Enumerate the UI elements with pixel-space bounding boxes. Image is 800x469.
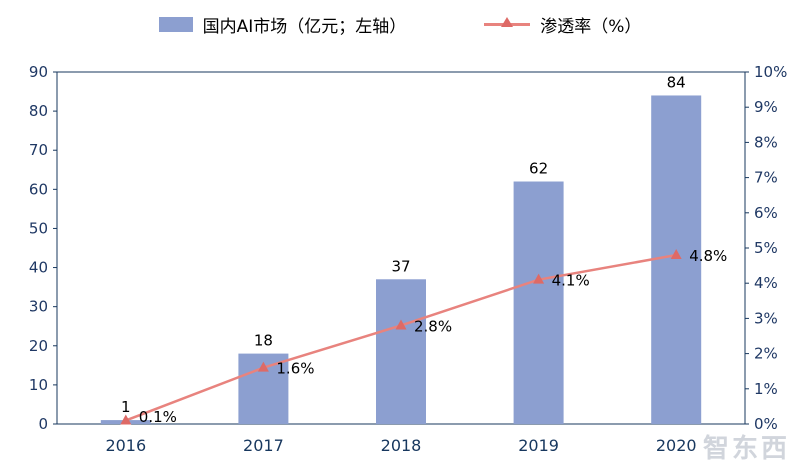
left-axis-tick-label: 50 bbox=[29, 219, 48, 237]
bar-swatch-icon bbox=[158, 17, 193, 32]
line-point-label: 0.1% bbox=[139, 408, 177, 426]
left-axis-tick-label: 10 bbox=[29, 376, 48, 394]
left-axis-tick-label: 80 bbox=[29, 102, 48, 120]
right-axis-tick-label: 0% bbox=[754, 415, 778, 433]
left-axis-tick-label: 60 bbox=[29, 180, 48, 198]
bar-value-label: 18 bbox=[254, 332, 273, 350]
x-axis-label: 2018 bbox=[381, 436, 422, 455]
right-axis-tick-label: 2% bbox=[754, 345, 778, 363]
bar bbox=[651, 95, 702, 424]
right-axis-tick-label: 6% bbox=[754, 204, 778, 222]
right-axis-tick-label: 1% bbox=[754, 380, 778, 398]
right-axis-tick-label: 7% bbox=[754, 169, 778, 187]
bar bbox=[513, 181, 564, 424]
left-axis-tick-label: 20 bbox=[29, 337, 48, 355]
bar-value-label: 84 bbox=[667, 73, 686, 91]
legend-label-line: 渗透率（%） bbox=[540, 17, 642, 37]
right-axis-tick-label: 10% bbox=[754, 63, 787, 81]
chart-canvas: 0 10 20 30 40 50 60 70 80 90 0% 1% 2% 3% 4% 5% 6% 7% 8% 9% 1… bbox=[29, 63, 787, 455]
x-axis-label: 2016 bbox=[105, 436, 146, 455]
line-point-label: 4.8% bbox=[689, 247, 727, 265]
left-axis-tick-label: 30 bbox=[29, 298, 48, 316]
right-axis-tick-label: 9% bbox=[754, 98, 778, 116]
legend-item-line-series: 渗透率（%） bbox=[484, 12, 641, 37]
bar bbox=[376, 279, 426, 424]
bar-value-label: 62 bbox=[529, 160, 548, 178]
line-point-label: 1.6% bbox=[276, 360, 314, 378]
left-axis-tick-label: 90 bbox=[29, 63, 48, 81]
left-axis-tick-label: 40 bbox=[29, 259, 48, 277]
triangle-marker-icon bbox=[501, 17, 514, 28]
left-axis-tick-label: 70 bbox=[29, 141, 48, 159]
chart-legend: 国内AI市场（亿元；左轴） 渗透率（%） bbox=[0, 12, 800, 37]
line-marker bbox=[257, 361, 269, 372]
bar-value-label: 37 bbox=[391, 257, 410, 275]
legend-label-bar: 国内AI市场（亿元；左轴） bbox=[202, 17, 407, 37]
x-axis-label: 2017 bbox=[243, 436, 284, 455]
line-marker bbox=[670, 249, 682, 260]
line-point-label: 2.8% bbox=[414, 317, 452, 335]
right-axis-tick-label: 3% bbox=[754, 309, 778, 327]
bar-value-label: 1 bbox=[121, 398, 131, 416]
watermark-logo: 智东西 bbox=[702, 434, 790, 464]
line-marker bbox=[395, 319, 407, 330]
right-axis-tick-label: 5% bbox=[754, 239, 778, 257]
line-marker bbox=[120, 414, 132, 425]
line-swatch-icon bbox=[484, 17, 531, 28]
left-axis-tick-label: 0 bbox=[38, 415, 48, 433]
line-marker bbox=[533, 273, 545, 284]
legend-item-bar-series: 国内AI市场（亿元；左轴） bbox=[158, 12, 407, 37]
x-axis-label: 2019 bbox=[518, 436, 559, 455]
line-point-label: 4.1% bbox=[552, 272, 590, 290]
right-axis-tick-label: 4% bbox=[754, 274, 778, 292]
right-axis-tick-label: 8% bbox=[754, 133, 778, 151]
x-axis-label: 2020 bbox=[656, 436, 697, 455]
